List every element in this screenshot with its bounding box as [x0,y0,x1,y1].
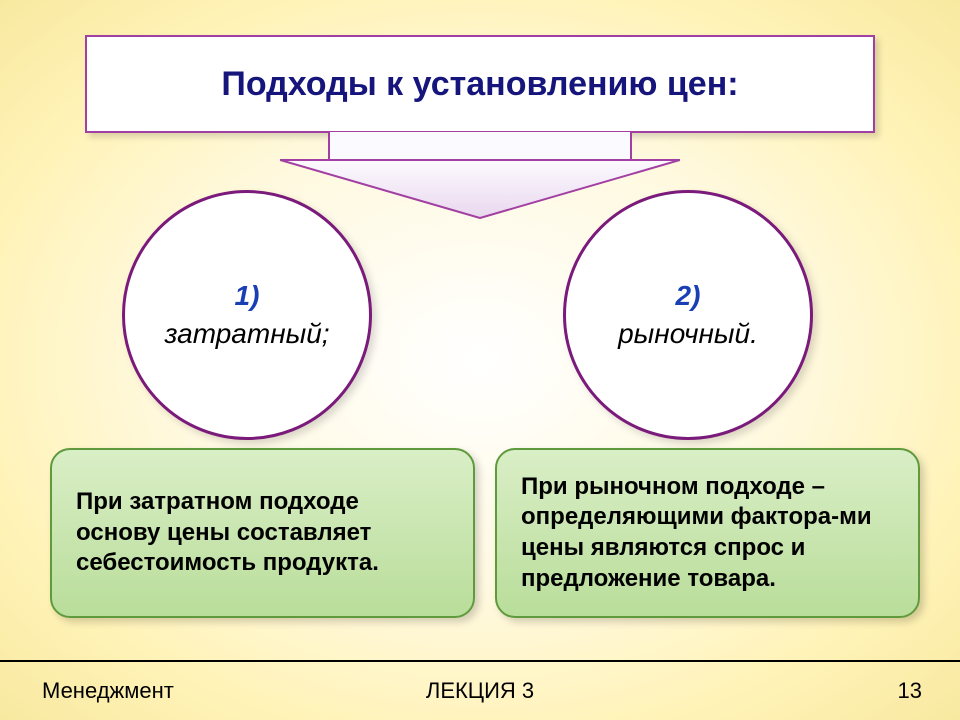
title-box: Подходы к установлению цен: [85,35,875,133]
footer-center: ЛЕКЦИЯ 3 [0,678,960,704]
arrow-neck [328,132,632,160]
slide: Подходы к установлению цен: 1) затратный… [0,0,960,720]
description-2-text: При рыночном подходе – определяющими фак… [521,472,894,595]
circle-2-label: рыночный. [618,318,758,350]
footer-divider [0,660,960,662]
description-box-2: При рыночном подходе – определяющими фак… [495,448,920,618]
circle-approach-1: 1) затратный; [122,190,372,440]
circle-approach-2: 2) рыночный. [563,190,813,440]
footer-right: 13 [898,678,922,704]
circle-1-label: затратный; [164,318,329,350]
circle-2-number: 2) [676,280,701,312]
description-box-1: При затратном подходе основу цены состав… [50,448,475,618]
description-1-text: При затратном подходе основу цены состав… [76,487,449,579]
circle-1-number: 1) [235,280,260,312]
title-text: Подходы к установлению цен: [221,65,738,104]
